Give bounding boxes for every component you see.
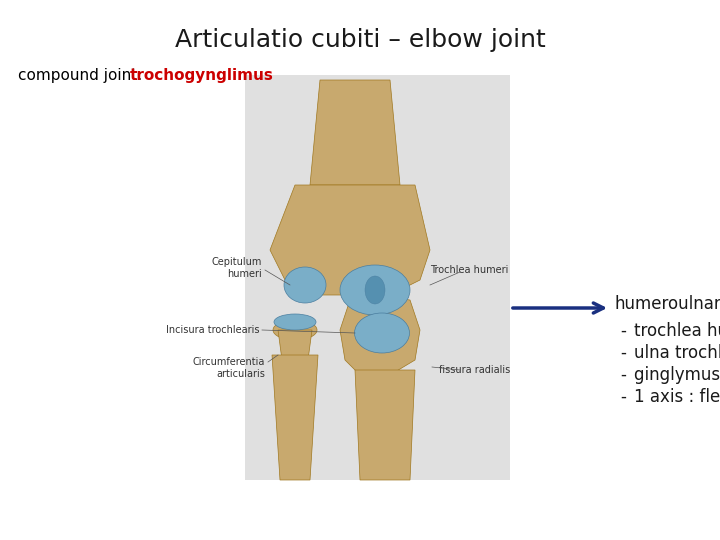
Text: trochlea humeri,: trochlea humeri, bbox=[634, 322, 720, 340]
Ellipse shape bbox=[365, 276, 385, 304]
Text: -: - bbox=[620, 344, 626, 362]
Text: Articulatio cubiti – elbow joint: Articulatio cubiti – elbow joint bbox=[175, 28, 545, 52]
Text: Circumferentia
articularis: Circumferentia articularis bbox=[193, 357, 265, 379]
Polygon shape bbox=[270, 185, 430, 295]
Text: trochogynglimus: trochogynglimus bbox=[130, 68, 274, 83]
Text: -: - bbox=[620, 388, 626, 406]
Ellipse shape bbox=[354, 313, 410, 353]
Polygon shape bbox=[340, 295, 420, 375]
Polygon shape bbox=[272, 355, 318, 480]
Bar bbox=[245, 75, 510, 480]
Ellipse shape bbox=[340, 265, 410, 315]
Text: 1 axis : flexion-extension: 1 axis : flexion-extension bbox=[634, 388, 720, 406]
Text: fissura radialis: fissura radialis bbox=[438, 365, 510, 375]
Text: ginglymus -hinge: ginglymus -hinge bbox=[634, 366, 720, 384]
Ellipse shape bbox=[284, 267, 326, 303]
Ellipse shape bbox=[274, 314, 316, 330]
Text: ulna trochlear notch: ulna trochlear notch bbox=[634, 344, 720, 362]
Text: compound joint:: compound joint: bbox=[18, 68, 143, 83]
Ellipse shape bbox=[273, 320, 317, 340]
Polygon shape bbox=[355, 370, 415, 480]
Text: Incisura trochlearis: Incisura trochlearis bbox=[166, 325, 260, 335]
Text: -: - bbox=[620, 322, 626, 340]
Text: Trochlea humeri: Trochlea humeri bbox=[430, 265, 508, 275]
Polygon shape bbox=[278, 330, 312, 360]
Text: Cepitulum
humeri: Cepitulum humeri bbox=[212, 257, 262, 279]
Text: humeroulnar:: humeroulnar: bbox=[615, 295, 720, 313]
Text: -: - bbox=[620, 366, 626, 384]
Polygon shape bbox=[310, 80, 400, 185]
